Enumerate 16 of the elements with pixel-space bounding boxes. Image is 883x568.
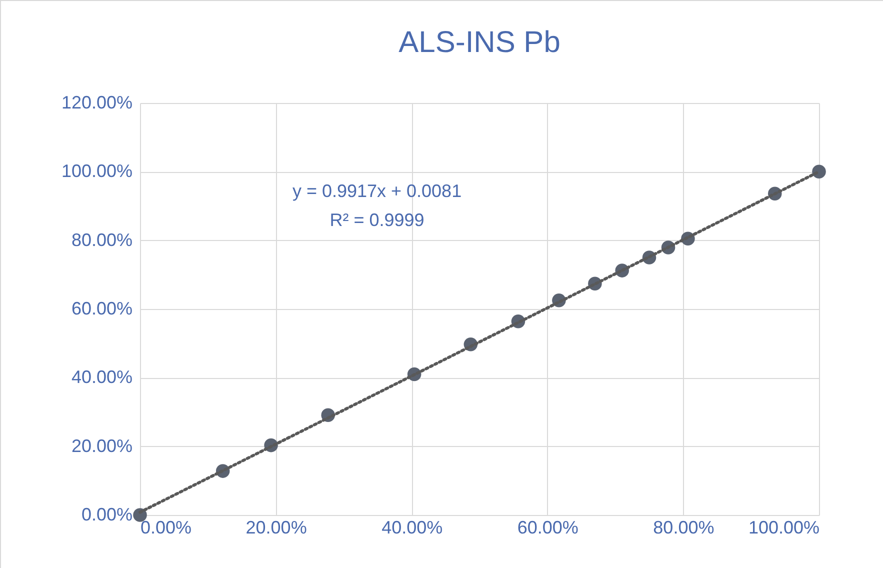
y-tick-label: 100.00%: [61, 161, 132, 182]
x-tick-label: 40.00%: [382, 518, 443, 538]
y-tick-label: 60.00%: [71, 298, 132, 318]
chart-title: ALS-INS Pb: [398, 26, 560, 59]
x-tick-label: 80.00%: [653, 518, 714, 538]
y-tick-label: 120.00%: [61, 92, 132, 112]
x-tick-label: 0.00%: [140, 518, 192, 538]
y-tick-label: 80.00%: [71, 230, 132, 250]
y-tick-label: 0.00%: [81, 504, 132, 524]
annotation: y = 0.9917x + 0.0081: [292, 181, 462, 201]
x-tick-label: 60.00%: [517, 518, 578, 538]
x-tick-label: 20.00%: [246, 518, 307, 538]
annotation: R² = 0.9999: [330, 210, 424, 230]
x-tick-label: 100.00%: [748, 518, 820, 538]
y-tick-label: 40.00%: [71, 367, 132, 388]
y-tick-label: 20.00%: [71, 436, 132, 456]
